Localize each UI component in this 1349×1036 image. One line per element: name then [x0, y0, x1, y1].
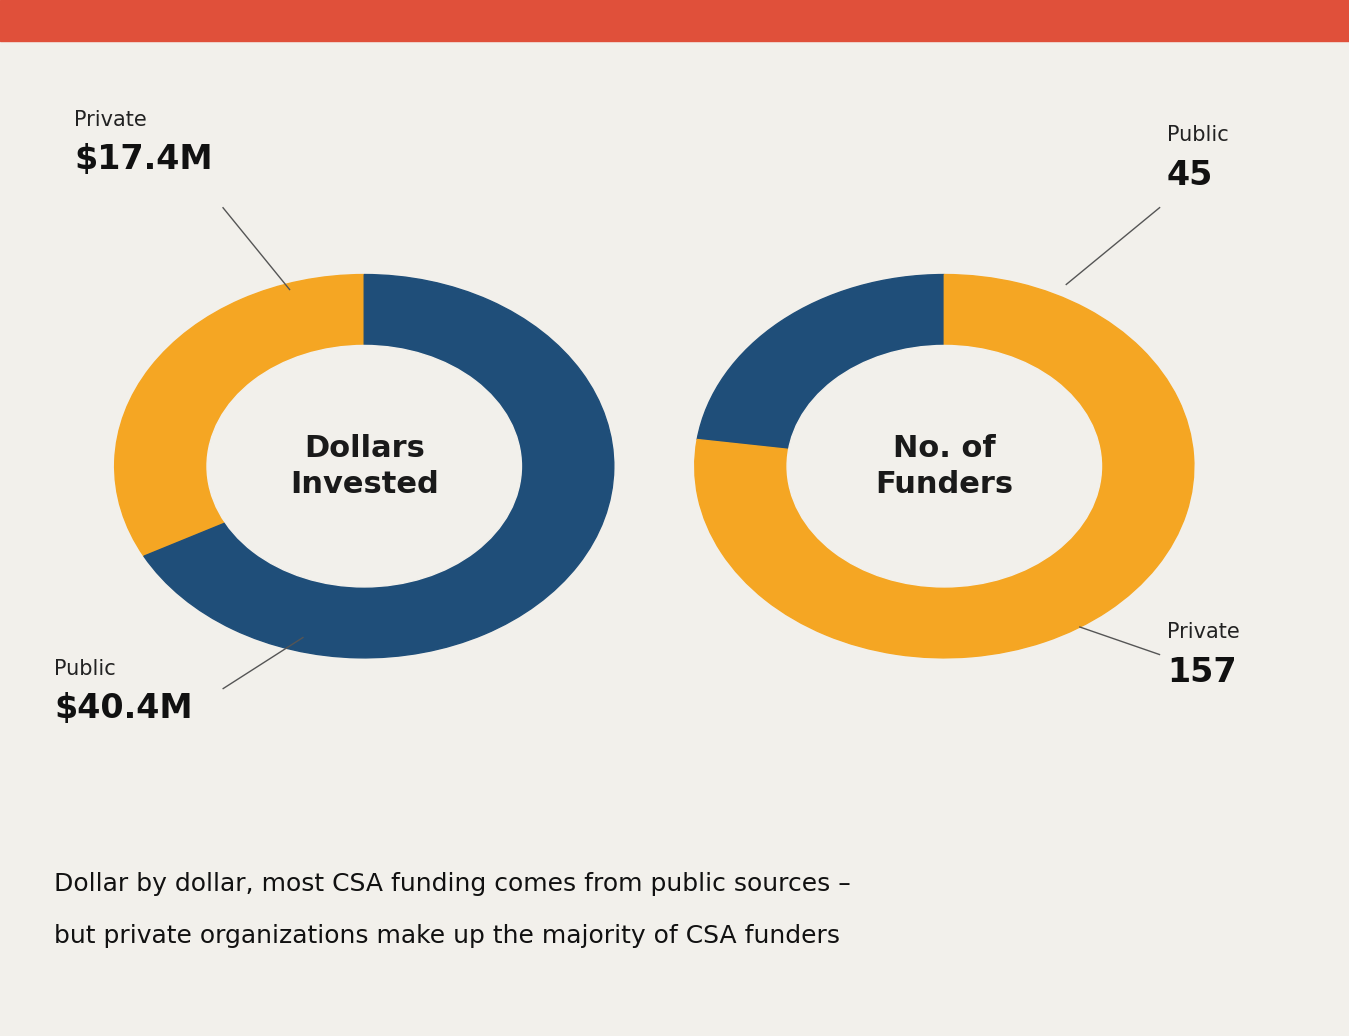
Circle shape — [786, 345, 1102, 587]
Bar — [0, 0, 1349, 41]
Text: Public: Public — [1167, 125, 1229, 145]
Text: Private: Private — [74, 110, 147, 130]
Text: $17.4M: $17.4M — [74, 143, 213, 176]
Text: Dollars
Invested: Dollars Invested — [290, 434, 438, 498]
Text: Private: Private — [1167, 623, 1240, 642]
Wedge shape — [115, 275, 364, 556]
Circle shape — [206, 345, 522, 587]
Wedge shape — [144, 275, 614, 658]
Text: Dollar by dollar, most CSA funding comes from public sources –: Dollar by dollar, most CSA funding comes… — [54, 872, 851, 896]
Text: $40.4M: $40.4M — [54, 692, 193, 725]
Wedge shape — [697, 275, 944, 450]
Text: Public: Public — [54, 659, 116, 679]
Text: 157: 157 — [1167, 656, 1237, 689]
Text: No. of
Funders: No. of Funders — [876, 434, 1013, 498]
Wedge shape — [695, 275, 1194, 658]
Text: but private organizations make up the majority of CSA funders: but private organizations make up the ma… — [54, 924, 840, 948]
Text: 45: 45 — [1167, 159, 1213, 192]
